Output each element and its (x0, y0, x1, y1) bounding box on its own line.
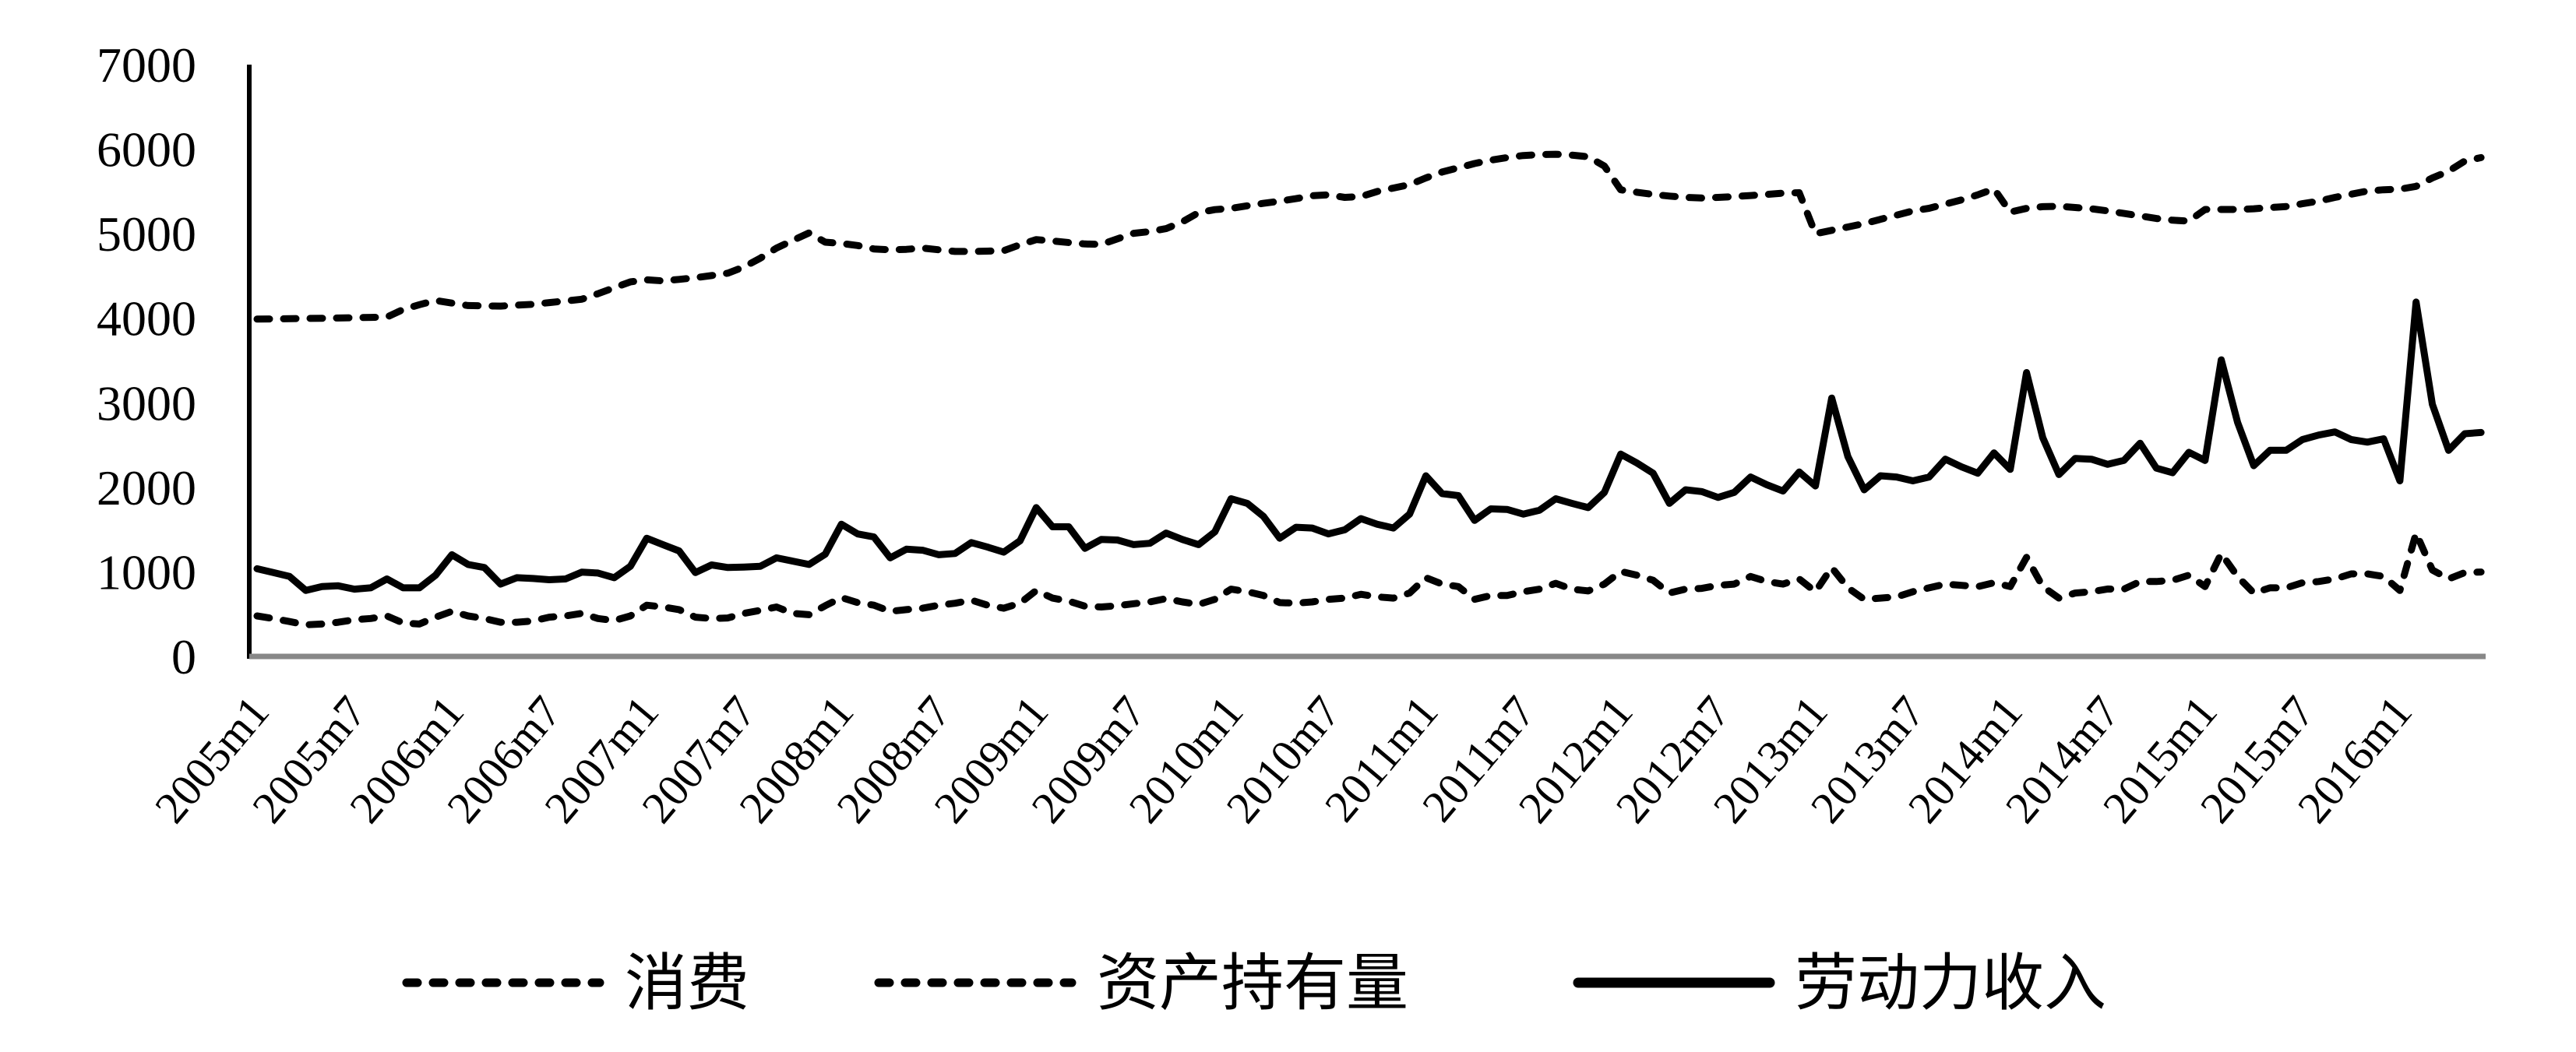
legend-item-consumption: 消费 (402, 947, 749, 1019)
legend-item-asset-holdings: 资产持有量 (874, 947, 1408, 1019)
y-tick-label: 2000 (97, 460, 196, 515)
y-tick-label: 0 (171, 629, 196, 684)
y-tick-label: 7000 (97, 37, 196, 93)
legend-label: 劳动力收入 (1795, 947, 2106, 1019)
series-line-asset-holdings (253, 150, 2485, 323)
legend-item-labor-income: 劳动力收入 (1573, 947, 2106, 1019)
y-tick-label: 1000 (97, 544, 196, 600)
x-tick-labels: 2005m12005m72006m12006m72007m12007m72008… (145, 687, 2422, 832)
series-line-consumption (253, 530, 2485, 628)
y-tick-labels: 0 1000 2000 3000 4000 5000 6000 7000 (97, 37, 196, 684)
y-tick-label: 6000 (97, 122, 196, 178)
series-layer (253, 150, 2485, 628)
y-tick-label: 5000 (97, 206, 196, 262)
y-tick-label: 4000 (97, 291, 196, 347)
legend: 消费 资产持有量 劳动力收入 (402, 947, 2106, 1019)
legend-label: 资产持有量 (1097, 947, 1408, 1019)
series-line-labor-income (253, 298, 2485, 594)
y-tick-label: 3000 (97, 375, 196, 431)
legend-label: 消费 (625, 947, 749, 1019)
